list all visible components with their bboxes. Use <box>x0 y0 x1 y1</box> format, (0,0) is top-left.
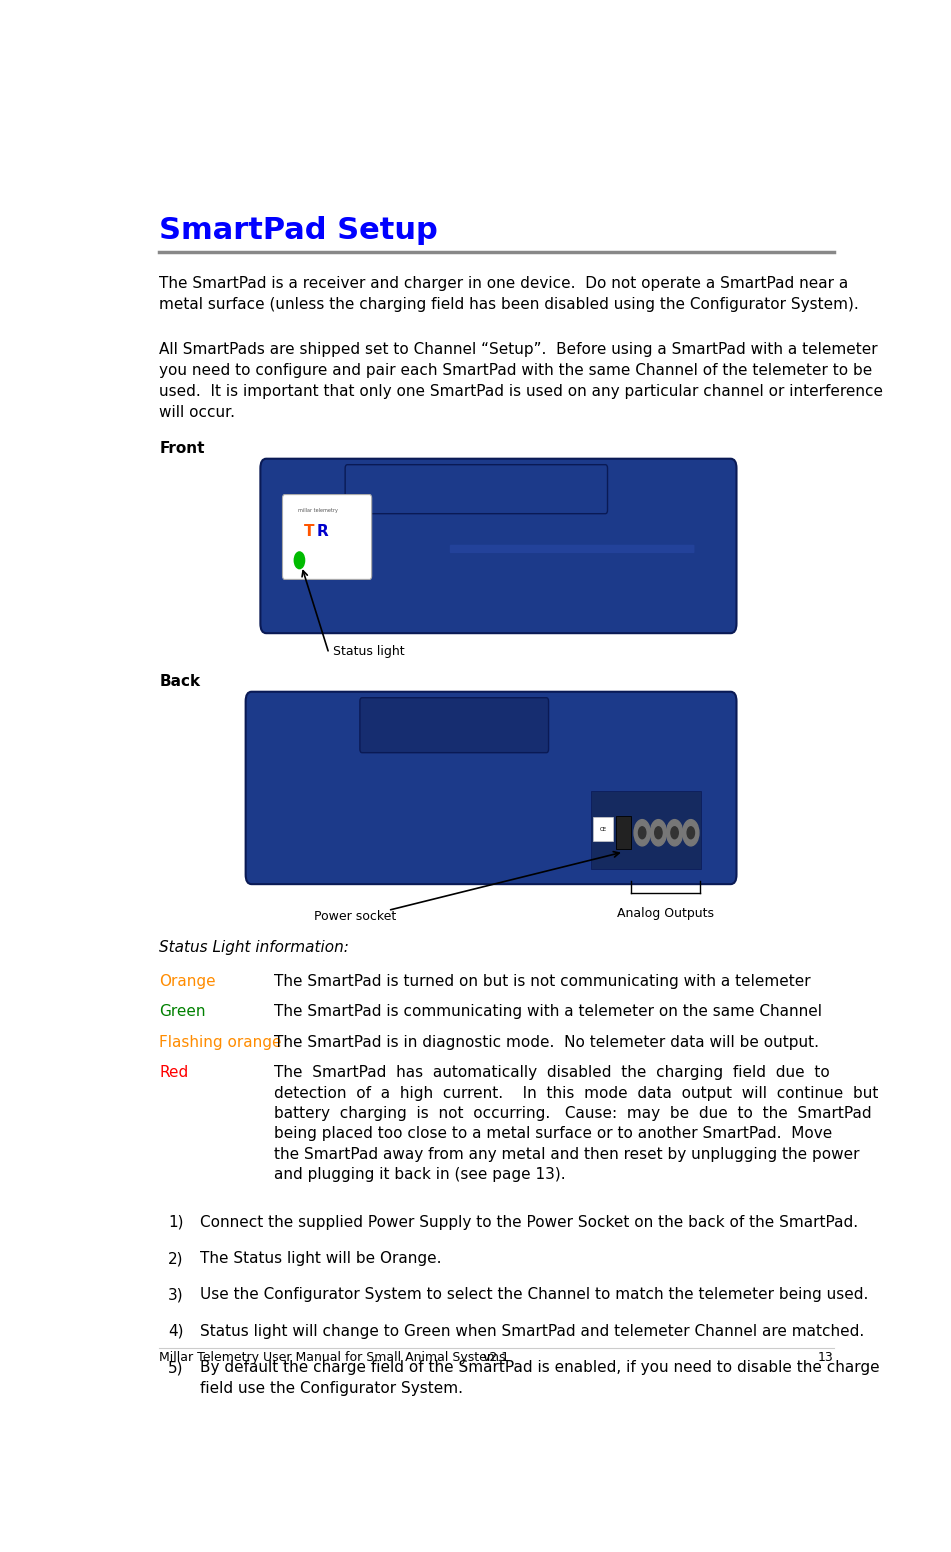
Text: Front: Front <box>160 441 204 456</box>
Circle shape <box>294 553 304 568</box>
Text: SmartPad Setup: SmartPad Setup <box>160 216 438 245</box>
Text: The SmartPad is in diagnostic mode.  No telemeter data will be output.: The SmartPad is in diagnostic mode. No t… <box>274 1035 819 1049</box>
Text: 5): 5) <box>168 1361 184 1375</box>
Text: Status light: Status light <box>333 644 404 658</box>
FancyBboxPatch shape <box>261 459 736 633</box>
Text: 4): 4) <box>168 1324 184 1339</box>
Text: R: R <box>317 525 328 540</box>
Text: The Status light will be Orange.: The Status light will be Orange. <box>200 1251 441 1266</box>
Bar <box>616 816 631 849</box>
Text: millar telemetry: millar telemetry <box>298 508 338 512</box>
Text: The SmartPad is communicating with a telemeter on the same Channel: The SmartPad is communicating with a tel… <box>274 1004 822 1020</box>
Text: Flashing orange: Flashing orange <box>160 1035 281 1049</box>
Text: CE: CE <box>599 827 607 832</box>
Circle shape <box>650 819 667 846</box>
Text: By default the charge field of the SmartPad is enabled, if you need to disable t: By default the charge field of the Smart… <box>200 1361 880 1395</box>
FancyBboxPatch shape <box>345 464 608 514</box>
Text: Status Light information:: Status Light information: <box>160 941 349 956</box>
Text: 2): 2) <box>168 1251 184 1266</box>
Circle shape <box>667 819 683 846</box>
Circle shape <box>634 819 650 846</box>
Text: The SmartPad is a receiver and charger in one device.  Do not operate a SmartPad: The SmartPad is a receiver and charger i… <box>160 276 859 312</box>
Text: 3): 3) <box>168 1288 184 1302</box>
Text: Power socket: Power socket <box>314 909 396 923</box>
FancyBboxPatch shape <box>450 545 694 553</box>
Text: 1): 1) <box>168 1215 184 1229</box>
Circle shape <box>670 827 678 838</box>
Circle shape <box>688 827 694 838</box>
FancyBboxPatch shape <box>245 692 736 885</box>
Text: The  SmartPad  has  automatically  disabled  the  charging  field  due  to
detec: The SmartPad has automatically disabled … <box>274 1065 878 1183</box>
Text: Back: Back <box>160 674 201 689</box>
FancyBboxPatch shape <box>282 495 372 579</box>
Text: The SmartPad is turned on but is not communicating with a telemeter: The SmartPad is turned on but is not com… <box>274 973 810 989</box>
FancyBboxPatch shape <box>359 698 549 753</box>
Text: Green: Green <box>160 1004 206 1020</box>
Text: Use the Configurator System to select the Channel to match the telemeter being u: Use the Configurator System to select th… <box>200 1288 868 1302</box>
Circle shape <box>654 827 662 838</box>
Circle shape <box>683 819 699 846</box>
Text: Millar Telemetry User Manual for Small Animal Systems: Millar Telemetry User Manual for Small A… <box>160 1350 506 1364</box>
Text: v2.1: v2.1 <box>483 1350 510 1364</box>
Bar <box>592 818 613 841</box>
Circle shape <box>638 827 646 838</box>
Text: Connect the supplied Power Supply to the Power Socket on the back of the SmartPa: Connect the supplied Power Supply to the… <box>200 1215 858 1229</box>
Text: All SmartPads are shipped set to Channel “Setup”.  Before using a SmartPad with : All SmartPads are shipped set to Channel… <box>160 341 883 419</box>
Text: Orange: Orange <box>160 973 216 989</box>
Text: Analog Outputs: Analog Outputs <box>617 906 714 920</box>
Text: Red: Red <box>160 1065 188 1080</box>
Text: T: T <box>303 525 314 540</box>
Bar <box>591 792 701 869</box>
Text: Status light will change to Green when SmartPad and telemeter Channel are matche: Status light will change to Green when S… <box>200 1324 864 1339</box>
Text: 13: 13 <box>818 1350 834 1364</box>
